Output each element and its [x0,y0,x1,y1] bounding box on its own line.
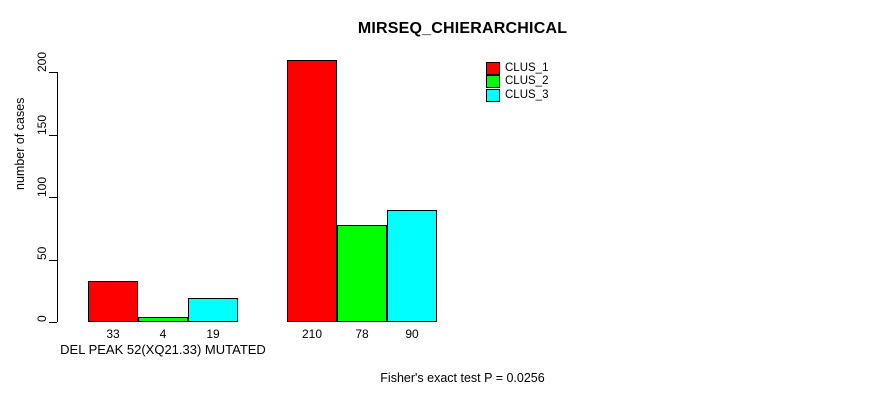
bar-clus_2-group2 [337,224,387,322]
bar-value-label: 19 [206,327,220,341]
legend-swatch [486,62,500,76]
bar-clus_2-group1 [138,317,188,322]
x-axis-group-label: DEL PEAK 52(XQ21.33) MUTATED [60,342,266,357]
y-tick [49,134,57,136]
y-tick [49,259,57,261]
bar-value-label: 78 [355,327,369,341]
legend-item-clus_1: CLUS_1 [486,62,549,76]
fisher-test-annotation: Fisher's exact test P = 0.0256 [380,371,545,385]
bar-value-label: 210 [301,327,323,341]
legend-swatch [486,75,500,89]
y-axis-line [57,72,58,322]
legend-label: CLUS_3 [505,88,549,101]
bar-clus_1-group2 [287,59,337,322]
chart-title: MIRSEQ_CHIERARCHICAL [357,20,568,37]
legend: CLUS_1 CLUS_2 CLUS_3 [486,62,548,102]
bar-value-label: 90 [405,327,419,341]
bar-value-label: 33 [106,327,120,341]
y-tick [49,197,57,198]
legend-label: CLUS_1 [505,62,549,75]
bar-clus_3-group2 [387,209,437,322]
bar-clus_3-group1 [188,298,238,322]
legend-label: CLUS_2 [505,75,549,88]
bar-clus_1-group1 [88,280,138,322]
y-tick [49,322,57,323]
bar-value-label: 4 [159,327,167,341]
y-tick [49,72,57,73]
legend-item-clus_2: CLUS_2 [486,75,549,89]
legend-swatch [486,88,500,102]
legend-item-clus_3: CLUS_3 [486,88,549,102]
